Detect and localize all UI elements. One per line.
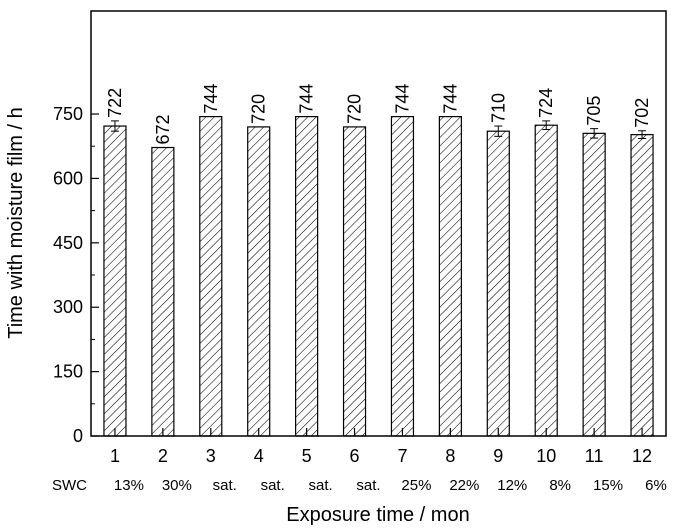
x-tick-label-12: 12 bbox=[632, 446, 652, 466]
y-tick-label-0: 0 bbox=[73, 426, 83, 446]
bar-10 bbox=[534, 124, 558, 437]
x-tick-label-7: 7 bbox=[397, 446, 407, 466]
x-tick-label-3: 3 bbox=[206, 446, 216, 466]
value-label-2: 672 bbox=[153, 114, 173, 144]
swc-value: 13% bbox=[114, 477, 144, 494]
x-tick-label-6: 6 bbox=[350, 446, 360, 466]
y-tick-label-300: 300 bbox=[53, 297, 83, 317]
error-bar-12 bbox=[638, 130, 647, 139]
x-tick-label-4: 4 bbox=[254, 446, 264, 466]
y-axis-ticks: 0 150 300 450 600 750 bbox=[53, 104, 99, 446]
y-tick-label-450: 450 bbox=[53, 233, 83, 253]
error-bar-10 bbox=[542, 120, 551, 130]
swc-value: sat. bbox=[213, 477, 237, 494]
swc-value: 6% bbox=[645, 477, 667, 494]
x-tick-label-9: 9 bbox=[493, 446, 503, 466]
error-bar-11 bbox=[590, 128, 599, 139]
swc-value: 15% bbox=[593, 477, 623, 494]
swc-value: 25% bbox=[401, 477, 431, 494]
bar-3 bbox=[199, 116, 223, 437]
value-label-4: 720 bbox=[249, 94, 269, 124]
swc-label: SWC bbox=[52, 477, 87, 494]
swc-row: SWC 13% 30% sat. sat. sat. sat. 25% 22% 12% 8% 15% 6… bbox=[52, 477, 667, 494]
value-label-11: 705 bbox=[584, 96, 604, 126]
swc-value: sat. bbox=[261, 477, 285, 494]
bar-9 bbox=[486, 130, 510, 437]
value-label-1: 722 bbox=[105, 88, 125, 118]
bar-7 bbox=[390, 116, 415, 437]
y-tick-label-750: 750 bbox=[53, 104, 83, 124]
x-tick-label-8: 8 bbox=[445, 446, 455, 466]
x-axis-label: Exposure time / mon bbox=[286, 504, 469, 526]
bar-12 bbox=[630, 134, 654, 437]
error-bars bbox=[110, 120, 647, 139]
y-axis-label: Time with moisture film / h bbox=[5, 107, 27, 339]
value-label-12: 702 bbox=[632, 98, 652, 128]
x-tick-label-5: 5 bbox=[302, 446, 312, 466]
bar-5 bbox=[295, 116, 319, 437]
value-labels: 722 672 744 720 744 720 744 744 710 724 705 702 bbox=[105, 84, 652, 145]
x-tick-label-10: 10 bbox=[536, 446, 556, 466]
bar-11 bbox=[582, 132, 606, 437]
value-label-10: 724 bbox=[536, 88, 556, 118]
bar-8 bbox=[438, 116, 462, 437]
swc-value: sat. bbox=[308, 477, 332, 494]
plot-frame bbox=[90, 10, 667, 437]
value-label-5: 744 bbox=[297, 84, 317, 114]
swc-value: 30% bbox=[162, 477, 192, 494]
x-tick-label-1: 1 bbox=[110, 446, 120, 466]
y-tick-label-150: 150 bbox=[53, 362, 83, 382]
value-label-7: 744 bbox=[392, 84, 412, 114]
swc-value: 22% bbox=[449, 477, 479, 494]
bars-layer bbox=[103, 116, 654, 437]
swc-value: 8% bbox=[549, 477, 571, 494]
bar-2 bbox=[151, 146, 175, 437]
swc-value: sat. bbox=[356, 477, 380, 494]
value-label-9: 710 bbox=[488, 93, 508, 123]
value-label-6: 720 bbox=[345, 94, 365, 124]
bar-1 bbox=[103, 125, 127, 437]
swc-value: 12% bbox=[497, 477, 527, 494]
x-tick-label-11: 11 bbox=[585, 446, 604, 466]
y-tick-label-600: 600 bbox=[53, 168, 83, 188]
error-bar-1 bbox=[110, 120, 119, 132]
bar-6 bbox=[342, 126, 367, 437]
error-bar-9 bbox=[494, 125, 503, 137]
x-tick-label-2: 2 bbox=[158, 446, 168, 466]
value-label-8: 744 bbox=[440, 84, 460, 114]
value-label-3: 744 bbox=[201, 84, 221, 114]
x-axis-ticks: 1 2 3 4 5 6 7 8 9 10 11 12 bbox=[110, 428, 652, 466]
bar-4 bbox=[247, 126, 271, 437]
